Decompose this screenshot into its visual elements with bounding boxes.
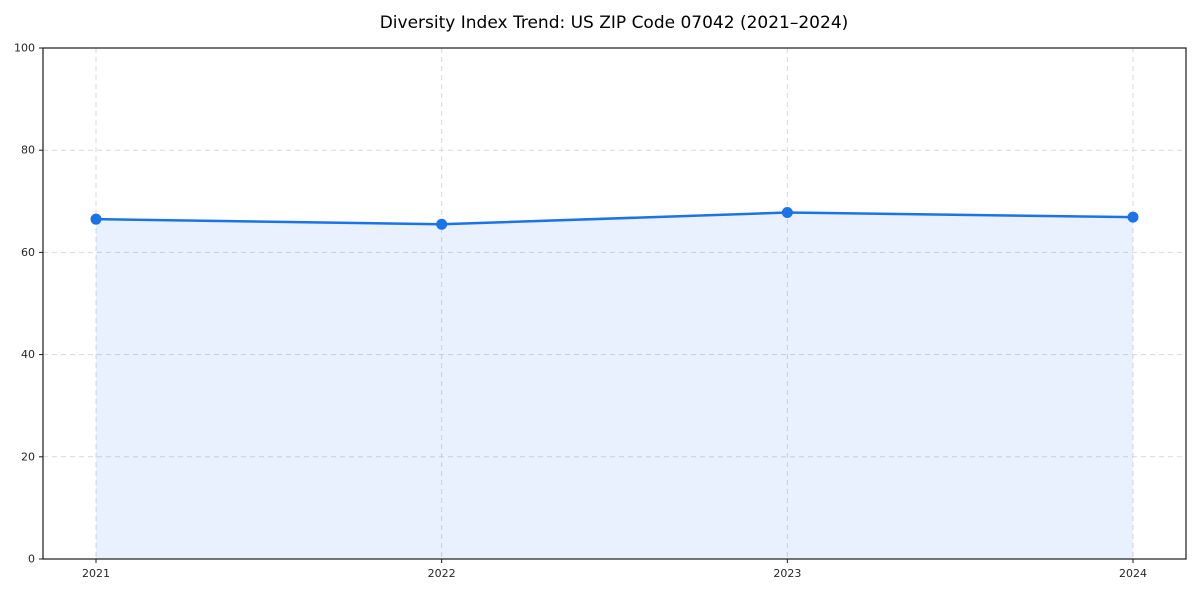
data-point-2021 [90,213,102,225]
y-tick-label: 0 [28,553,35,566]
chart-title: Diversity Index Trend: US ZIP Code 07042… [380,13,849,33]
plot-border [42,47,1187,560]
y-tick-label: 40 [21,348,35,361]
data-point-2023 [781,207,793,219]
area-fill [96,212,1133,560]
data-point-2024 [1127,211,1139,223]
x-tick-label: 2021 [82,567,110,580]
x-tick-label: 2023 [773,567,801,580]
y-tick-label: 60 [21,246,35,259]
y-tick-label: 100 [14,42,35,55]
y-tick-label: 80 [21,144,35,157]
data-points [90,207,1139,230]
axis-ticks [39,47,1134,563]
y-tick-label: 20 [21,450,35,463]
data-point-2022 [436,218,448,230]
x-tick-label: 2024 [1119,567,1147,580]
axis-tick-labels: 0 20 40 60 80 100 2021 2022 2023 2024 [14,42,1147,580]
trend-line [94,211,1135,226]
x-tick-label: 2022 [428,567,456,580]
